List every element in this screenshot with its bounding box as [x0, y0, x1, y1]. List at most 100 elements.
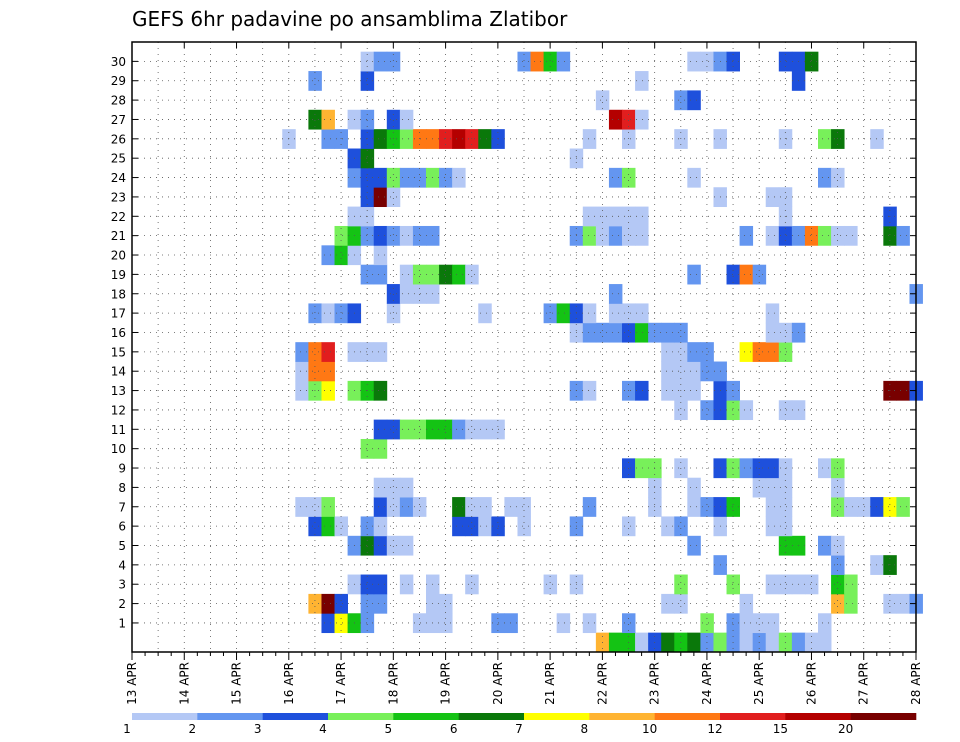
heatmap-cell — [661, 380, 675, 401]
heatmap-cell — [412, 497, 427, 517]
heatmap-cell — [622, 225, 636, 246]
heatmap-cell — [321, 593, 335, 614]
heatmap-cell — [373, 225, 388, 246]
heatmap-cell — [739, 342, 754, 362]
heatmap-cell — [700, 497, 714, 517]
heatmap-cell — [308, 109, 322, 130]
heatmap-cell — [687, 167, 701, 188]
heatmap-cell — [308, 516, 322, 537]
x-tick-label: 16 APR — [282, 662, 296, 705]
heatmap-cell — [373, 51, 388, 72]
heatmap-cell — [399, 497, 414, 517]
heatmap-cell — [308, 497, 322, 517]
colorbar-tick-label: 4 — [319, 722, 327, 736]
colorbar-swatch — [458, 713, 525, 720]
heatmap-cell — [844, 593, 858, 614]
heatmap-cell — [700, 361, 714, 382]
heatmap-cell — [896, 497, 910, 517]
heatmap-cell — [687, 535, 701, 556]
heatmap-cell — [687, 477, 701, 498]
heatmap-cell — [778, 225, 793, 246]
heatmap-cell — [399, 535, 414, 556]
heatmap-cell — [412, 225, 427, 246]
heatmap-cell — [582, 380, 597, 401]
y-tick-label: 7 — [118, 500, 126, 514]
heatmap-cell — [360, 71, 375, 91]
heatmap-cell — [373, 477, 388, 498]
heatmap-cell — [765, 342, 780, 362]
heatmap-cell — [386, 129, 401, 149]
heatmap-cell — [360, 438, 375, 459]
heatmap-cell — [674, 342, 688, 362]
heatmap-cell — [726, 51, 740, 72]
heatmap-cell — [334, 129, 348, 149]
heatmap-cell — [386, 477, 401, 498]
heatmap-cell — [360, 129, 375, 149]
heatmap-cell — [726, 574, 740, 595]
colorbar-tick-label: 3 — [254, 722, 262, 736]
y-tick-label: 28 — [111, 94, 126, 108]
heatmap-cell — [778, 129, 793, 149]
colorbar-swatch — [720, 713, 786, 720]
heatmap-cell — [778, 516, 793, 537]
heatmap-cell — [831, 167, 845, 188]
heatmap-cell — [622, 613, 636, 634]
y-tick-label: 14 — [111, 365, 126, 379]
y-tick-label: 3 — [118, 578, 126, 592]
heatmap-cell — [452, 167, 466, 188]
heatmap-cell — [373, 438, 388, 459]
y-tick-label: 2 — [118, 597, 126, 611]
heatmap-cell — [831, 129, 845, 149]
y-tick-label: 4 — [118, 558, 126, 572]
heatmap-cell — [439, 129, 453, 149]
heatmap-cell — [622, 109, 636, 130]
y-tick-label: 25 — [111, 152, 126, 166]
heatmap-cell — [635, 632, 649, 653]
heatmap-cell — [608, 284, 623, 304]
heatmap-cell — [844, 497, 858, 517]
heatmap-cell — [360, 167, 375, 188]
x-tick-label: 20 APR — [491, 662, 505, 705]
x-tick-label: 17 APR — [334, 662, 348, 705]
heatmap-cell — [478, 497, 492, 517]
heatmap-cell — [635, 458, 649, 479]
heatmap-cell — [386, 419, 401, 440]
heatmap-cell — [465, 419, 479, 440]
heatmap-cell — [595, 90, 610, 111]
heatmap-cell — [622, 303, 636, 324]
heatmap-cell — [608, 225, 623, 246]
heatmap-cell — [582, 613, 597, 634]
heatmap-cell — [595, 225, 610, 246]
heatmap-cell — [778, 51, 793, 72]
y-tick-label: 27 — [111, 113, 126, 127]
heatmap-cell — [608, 632, 623, 653]
heatmap-cell — [791, 632, 806, 653]
heatmap-cell — [412, 264, 427, 285]
heatmap-cell — [818, 458, 832, 479]
heatmap-cell — [478, 129, 492, 149]
heatmap-cell — [399, 419, 414, 440]
heatmap-cell — [556, 303, 571, 324]
heatmap-cell — [373, 342, 388, 362]
heatmap-cell — [635, 225, 649, 246]
heatmap-cell — [595, 322, 610, 343]
y-tick-label: 17 — [111, 307, 126, 321]
heatmap-cell — [360, 613, 375, 634]
heatmap-cell — [622, 322, 636, 343]
heatmap-cell — [308, 361, 322, 382]
heatmap-cell — [804, 51, 819, 72]
heatmap-cell — [478, 303, 492, 324]
heatmap-cell — [818, 632, 832, 653]
heatmap-cell — [412, 129, 427, 149]
heatmap-cell — [530, 51, 544, 72]
heatmap-cell — [321, 129, 335, 149]
heatmap-cell — [295, 361, 309, 382]
y-tick-label: 8 — [118, 481, 126, 495]
heatmap-cell — [543, 303, 558, 324]
heatmap-cell — [870, 129, 884, 149]
heatmap-cell — [726, 613, 740, 634]
dotted-grid — [132, 42, 917, 652]
heatmap-cell — [687, 264, 701, 285]
heatmap-cell — [452, 419, 466, 440]
heatmap-cell — [635, 109, 649, 130]
